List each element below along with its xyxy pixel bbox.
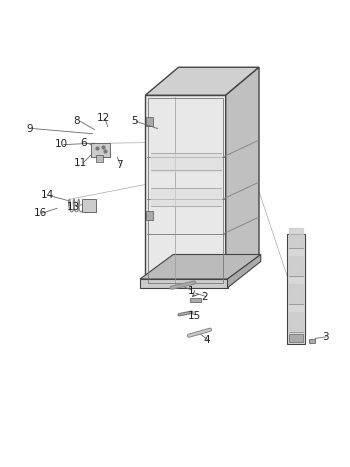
- Polygon shape: [140, 255, 261, 279]
- Text: 5: 5: [132, 116, 138, 127]
- Text: 1: 1: [188, 286, 194, 296]
- Bar: [146, 117, 153, 126]
- Text: 14: 14: [41, 190, 54, 200]
- Polygon shape: [140, 279, 228, 288]
- Polygon shape: [287, 234, 304, 344]
- Text: 7: 7: [116, 160, 122, 170]
- Bar: [146, 212, 153, 220]
- Polygon shape: [228, 255, 261, 288]
- Bar: [96, 156, 103, 162]
- Text: 10: 10: [55, 139, 68, 149]
- Bar: [91, 143, 110, 156]
- Text: 8: 8: [74, 116, 80, 127]
- Text: 13: 13: [67, 202, 80, 212]
- Text: 4: 4: [203, 335, 210, 345]
- Bar: [289, 334, 303, 342]
- Text: 9: 9: [27, 123, 33, 134]
- Bar: [309, 339, 315, 343]
- Text: 15: 15: [188, 311, 201, 321]
- Text: 3: 3: [322, 332, 329, 342]
- Text: 2: 2: [202, 291, 208, 302]
- Bar: [190, 297, 201, 302]
- Polygon shape: [226, 67, 259, 286]
- Text: 12: 12: [97, 113, 110, 123]
- Text: 11: 11: [74, 158, 87, 169]
- Text: 16: 16: [34, 208, 47, 218]
- Text: 6: 6: [81, 137, 87, 148]
- Bar: [82, 198, 96, 212]
- Polygon shape: [145, 67, 259, 95]
- Polygon shape: [145, 95, 226, 286]
